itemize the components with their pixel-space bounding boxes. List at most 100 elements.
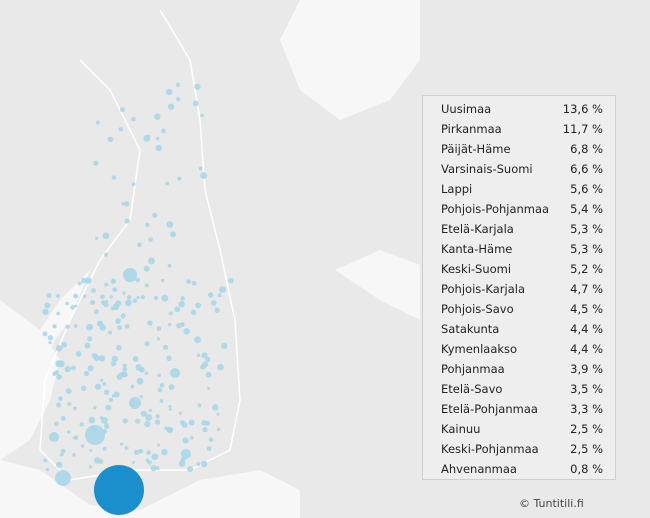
bubble	[200, 365, 204, 370]
bubble	[167, 103, 175, 110]
bubble	[140, 410, 147, 417]
bubble	[135, 277, 140, 283]
bubble	[180, 296, 185, 301]
bubble	[177, 176, 182, 181]
bubble	[198, 166, 203, 171]
bubble	[91, 288, 97, 294]
bubble	[84, 277, 92, 285]
bubble	[207, 386, 211, 390]
bubble	[42, 331, 48, 337]
region: Kanta-Häme	[441, 242, 513, 256]
bubble	[155, 466, 160, 470]
bubble	[138, 448, 144, 454]
bubble	[170, 368, 180, 378]
bubble	[60, 415, 66, 421]
share: 2,5 %	[570, 422, 603, 436]
bubble	[108, 330, 113, 335]
bubble	[157, 373, 161, 378]
bubble	[65, 388, 72, 395]
bubble	[112, 287, 118, 293]
bubble	[154, 113, 161, 120]
bubble	[200, 113, 204, 118]
bubble	[56, 402, 62, 408]
bubble	[82, 294, 87, 299]
table-row: Kainuu 2,5 %	[441, 419, 603, 439]
bubble	[98, 355, 106, 362]
region: Pohjois-Pohjanmaa	[441, 202, 550, 216]
bubble	[201, 352, 208, 359]
bubble	[208, 437, 214, 442]
bubble	[118, 127, 124, 132]
bubble	[181, 422, 188, 428]
bubble	[124, 323, 130, 329]
bubble	[145, 414, 153, 421]
table-row: Kymenlaakso 4,4 %	[441, 339, 603, 359]
bubble	[88, 465, 92, 469]
bubble	[73, 435, 79, 440]
bubble	[48, 341, 52, 345]
bubble	[73, 293, 79, 299]
bubble	[80, 385, 87, 391]
region: Etelä-Karjala	[441, 222, 514, 236]
bubble	[207, 292, 214, 298]
bubble	[70, 305, 75, 310]
bubble	[136, 296, 140, 300]
bubble	[195, 302, 201, 309]
bubble	[100, 300, 106, 306]
bubble	[145, 458, 150, 463]
bubble	[123, 268, 137, 282]
bubble	[150, 464, 157, 472]
bubble	[155, 414, 160, 419]
bubble	[110, 306, 115, 311]
bubble	[121, 202, 126, 206]
bubble	[122, 366, 128, 372]
bubble	[161, 294, 169, 302]
bubble	[156, 337, 160, 341]
bubble	[104, 422, 109, 428]
region: Uusimaa	[441, 102, 492, 116]
bubble	[182, 437, 189, 444]
bubble	[192, 100, 199, 107]
bubble	[87, 365, 94, 372]
region: Satakunta	[441, 322, 500, 336]
bubble	[145, 222, 150, 228]
bubble	[104, 252, 109, 257]
bubble	[91, 352, 98, 359]
bubble	[116, 325, 122, 331]
bubble	[147, 320, 153, 326]
bubble	[56, 293, 60, 298]
bubble	[176, 322, 182, 329]
share: 5,3 %	[570, 242, 603, 256]
bubble	[42, 308, 49, 315]
bubble	[124, 299, 132, 307]
bubble	[144, 371, 149, 375]
bubble	[92, 405, 97, 410]
bubble	[168, 404, 172, 409]
bubble	[140, 295, 145, 300]
bubble	[122, 363, 127, 368]
bubble	[167, 322, 172, 327]
bubble	[45, 468, 49, 472]
bubble	[144, 341, 150, 347]
table-row: Pohjois-Pohjanmaa 5,4 %	[441, 199, 603, 219]
bubble	[136, 377, 144, 385]
share: 6,6 %	[570, 162, 603, 176]
bubble	[75, 351, 82, 357]
bubble	[168, 384, 175, 391]
bubble	[52, 324, 57, 329]
share: 13,6 %	[562, 102, 603, 116]
bubble	[101, 417, 108, 424]
table-row: Päijät-Häme 6,8 %	[441, 139, 603, 159]
share: 4,4 %	[570, 342, 603, 356]
bubble	[116, 344, 122, 351]
bubble	[228, 277, 234, 284]
bubble	[120, 313, 126, 319]
bubble	[161, 128, 166, 134]
bubble	[94, 465, 144, 515]
region: Pohjois-Savo	[441, 302, 514, 316]
copyright: © Tuntitili.fi	[519, 497, 584, 510]
bubble	[120, 107, 125, 113]
bubble	[166, 221, 174, 228]
bubble	[84, 342, 91, 349]
bubble	[95, 120, 100, 125]
